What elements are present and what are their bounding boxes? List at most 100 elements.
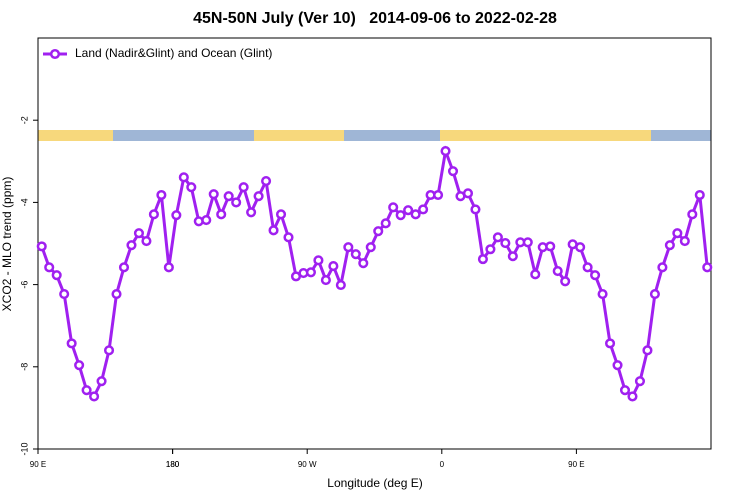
point	[492, 232, 503, 243]
point	[186, 182, 197, 193]
point	[395, 210, 406, 221]
point	[118, 262, 130, 273]
point	[238, 182, 249, 193]
point	[208, 189, 219, 200]
point	[619, 385, 631, 396]
point	[156, 189, 167, 201]
point	[649, 289, 660, 300]
point	[612, 360, 623, 371]
point	[103, 345, 115, 356]
point	[545, 241, 556, 252]
point	[634, 376, 646, 387]
point	[582, 262, 593, 273]
point	[462, 188, 474, 199]
point	[268, 225, 279, 236]
x-tick-label: 90 W	[298, 460, 317, 469]
point	[335, 279, 346, 291]
point	[560, 276, 571, 287]
point	[163, 262, 174, 273]
point	[59, 289, 70, 300]
x-tick-label: 90 E	[568, 460, 584, 469]
point	[126, 240, 137, 251]
point	[51, 270, 62, 281]
point	[96, 376, 107, 387]
point	[141, 235, 152, 247]
point	[485, 244, 496, 255]
chart-title: 45N-50N July (Ver 10) 2014-09-06 to 2022…	[193, 10, 557, 27]
y-axis-label: XCO2 - MLO trend (ppm)	[0, 177, 14, 312]
point	[350, 249, 361, 260]
legend-label: Land (Nadir&Glint) and Ocean (Glint)	[75, 46, 272, 60]
point	[223, 191, 234, 202]
point	[246, 207, 257, 218]
point	[575, 242, 586, 253]
point	[148, 209, 159, 220]
point	[687, 209, 698, 220]
point	[231, 197, 242, 208]
point	[365, 242, 376, 253]
x-tick-label: 180	[166, 460, 180, 469]
point	[133, 228, 144, 239]
point	[694, 189, 705, 201]
point	[500, 238, 511, 249]
point	[605, 338, 616, 349]
point	[664, 240, 675, 251]
y-tick-label: -6	[19, 281, 29, 289]
point	[201, 215, 212, 226]
point	[477, 254, 488, 265]
series-line	[40, 145, 709, 399]
point	[410, 209, 421, 220]
x-tick-label: 90 E	[30, 460, 46, 469]
point	[627, 391, 638, 402]
point	[590, 270, 601, 281]
point	[373, 226, 384, 237]
point	[522, 237, 533, 248]
x-axis-label: Longitude (deg E)	[327, 476, 422, 490]
point	[403, 205, 414, 216]
point	[320, 275, 331, 286]
point	[597, 289, 608, 300]
point	[216, 209, 227, 220]
point	[702, 262, 713, 273]
plot-frame	[37, 37, 712, 450]
point	[44, 262, 55, 273]
point	[530, 269, 541, 280]
land-ocean-strip	[38, 130, 711, 141]
point	[380, 218, 391, 229]
point	[261, 175, 272, 187]
point	[418, 204, 429, 215]
point	[679, 235, 690, 247]
x-tick-label: 0	[440, 460, 445, 469]
point	[178, 172, 189, 183]
y-tick-label: -10	[19, 442, 29, 455]
point	[36, 241, 47, 252]
point	[66, 338, 77, 349]
point	[89, 391, 100, 402]
point	[447, 166, 459, 177]
point	[388, 202, 399, 213]
point	[283, 232, 294, 243]
point	[171, 210, 182, 221]
point	[253, 191, 264, 202]
point	[470, 204, 481, 215]
y-tick-label: -2	[19, 116, 29, 124]
point	[657, 262, 668, 273]
point	[440, 145, 451, 157]
point	[343, 242, 354, 253]
point	[642, 345, 653, 356]
y-tick-label: -4	[19, 198, 29, 206]
point	[305, 267, 316, 278]
point	[672, 228, 683, 239]
point	[552, 265, 563, 277]
point	[507, 251, 518, 262]
point	[275, 209, 287, 220]
point	[358, 258, 369, 269]
point	[81, 385, 92, 396]
y-tick-label: -8	[19, 363, 29, 371]
point	[111, 289, 122, 300]
legend-marker	[49, 48, 61, 60]
point	[74, 360, 85, 371]
point	[313, 255, 324, 266]
point	[328, 261, 339, 272]
